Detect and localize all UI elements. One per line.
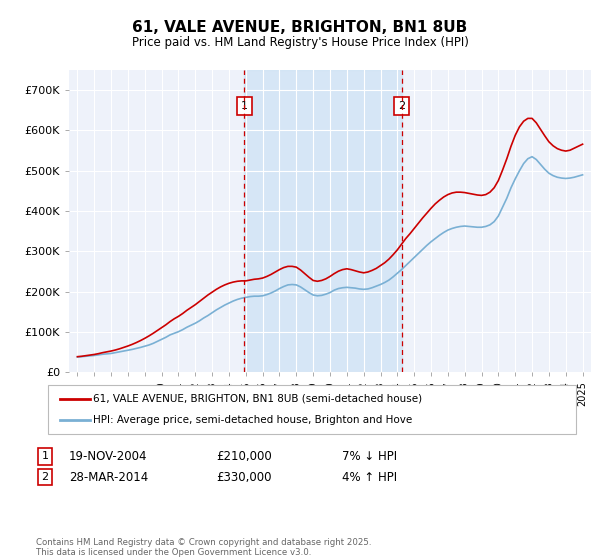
Text: Contains HM Land Registry data © Crown copyright and database right 2025.
This d: Contains HM Land Registry data © Crown c… (36, 538, 371, 557)
Text: 2: 2 (41, 472, 49, 482)
Text: 1: 1 (241, 101, 248, 111)
Text: 61, VALE AVENUE, BRIGHTON, BN1 8UB (semi-detached house): 61, VALE AVENUE, BRIGHTON, BN1 8UB (semi… (93, 394, 422, 404)
Text: 61, VALE AVENUE, BRIGHTON, BN1 8UB: 61, VALE AVENUE, BRIGHTON, BN1 8UB (133, 20, 467, 35)
Text: 1: 1 (41, 451, 49, 461)
Text: 7% ↓ HPI: 7% ↓ HPI (342, 450, 397, 463)
Text: 28-MAR-2014: 28-MAR-2014 (69, 470, 148, 484)
Bar (244, 70, 401, 372)
Text: 4% ↑ HPI: 4% ↑ HPI (342, 470, 397, 484)
Text: Price paid vs. HM Land Registry's House Price Index (HPI): Price paid vs. HM Land Registry's House … (131, 36, 469, 49)
Text: £210,000: £210,000 (216, 450, 272, 463)
Text: 2: 2 (398, 101, 405, 111)
Text: HPI: Average price, semi-detached house, Brighton and Hove: HPI: Average price, semi-detached house,… (93, 415, 412, 425)
Text: 19-NOV-2004: 19-NOV-2004 (69, 450, 148, 463)
Text: £330,000: £330,000 (216, 470, 271, 484)
